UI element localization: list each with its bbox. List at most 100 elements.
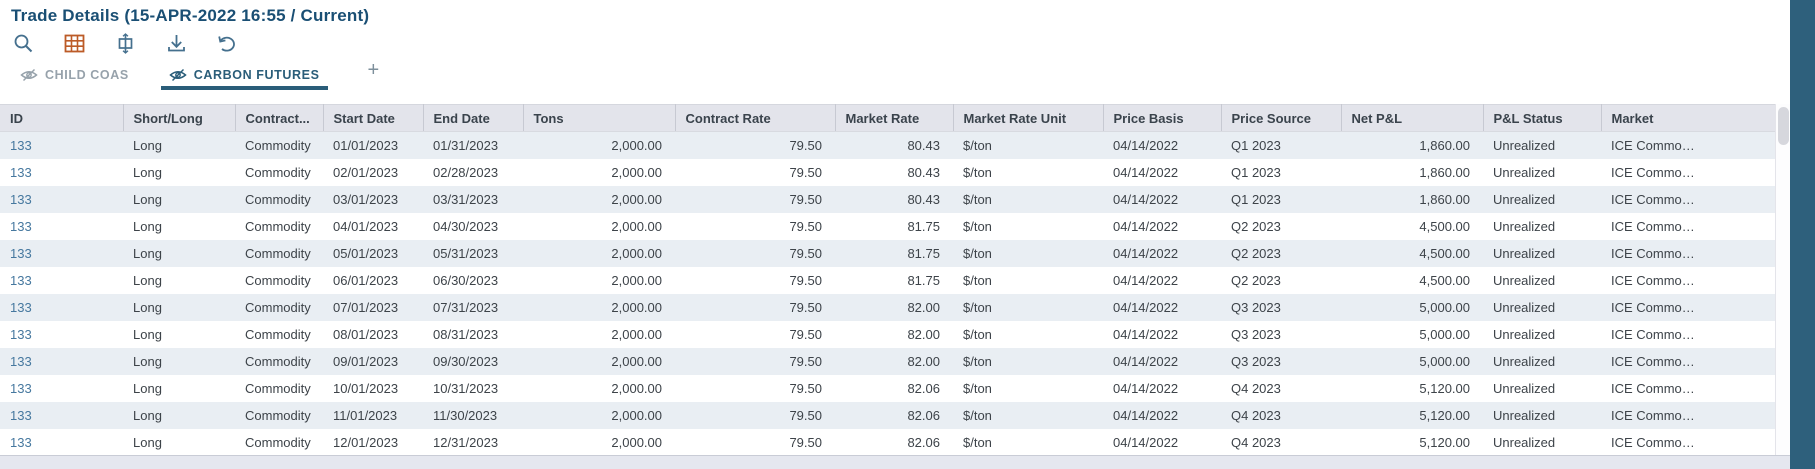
column-header-market_rate[interactable]: Market Rate <box>835 104 954 133</box>
column-header-short_long[interactable]: Short/Long <box>123 104 236 133</box>
grid-area: ID Short/Long Contract... Start Date End Dat… <box>0 104 1815 456</box>
cell-market_rate_unit: $/ton <box>953 401 1103 429</box>
cell-price_basis: 04/14/2022 <box>1113 326 1179 342</box>
undo-button[interactable] <box>215 32 239 56</box>
cell-market: ICE Commo… <box>1611 218 1695 234</box>
cell-market: ICE Commo… <box>1601 293 1775 321</box>
table-row[interactable]: 133 Long Commodity 11/01/2023 11/30/2023 2,00… <box>0 401 1775 429</box>
cell-net_pl: 1,860.00 <box>1341 131 1483 159</box>
cell-market_rate: 82.00 <box>835 347 953 375</box>
cell-market_rate: 82.00 <box>835 293 953 321</box>
cell-short_long: Long <box>123 239 235 267</box>
cell-tons: 2,000.00 <box>611 434 662 450</box>
cell-price_source: Q2 2023 <box>1221 239 1341 267</box>
column-header-end_date[interactable]: End Date <box>423 104 524 133</box>
table-grid-button[interactable] <box>62 32 86 56</box>
column-header-market_rate_unit[interactable]: Market Rate Unit <box>953 104 1104 133</box>
fit-columns-button[interactable] <box>113 32 137 56</box>
undo-icon <box>216 33 238 54</box>
column-header-price_source[interactable]: Price Source <box>1221 104 1342 133</box>
cell-short_long: Long <box>133 164 162 180</box>
table-row[interactable]: 133 Long Commodity 04/01/2023 04/30/2023 2,00… <box>0 213 1775 240</box>
column-header-tons[interactable]: Tons <box>523 104 676 133</box>
table-row[interactable]: 133 Long Commodity 01/01/2023 01/31/2023 2,00… <box>0 131 1775 159</box>
eye-slash-icon <box>169 68 187 82</box>
cell-market: ICE Commo… <box>1601 347 1775 375</box>
add-tab-button[interactable]: + <box>367 59 380 82</box>
table-grid-icon <box>64 33 85 54</box>
cell-contract: Commodity <box>235 131 323 159</box>
cell-end_date: 08/31/2023 <box>433 326 499 342</box>
cell-start_date: 02/01/2023 <box>333 164 399 180</box>
cell-market_rate_unit: $/ton <box>953 131 1103 159</box>
column-header-pl_status[interactable]: P&L Status <box>1483 104 1602 133</box>
cell-short_long: Long <box>123 293 235 321</box>
cell-tons: 2,000.00 <box>611 218 662 234</box>
cell-end_date: 06/30/2023 <box>433 272 499 288</box>
column-header-id[interactable]: ID <box>0 104 124 133</box>
cell-market: ICE Commo… <box>1611 272 1695 288</box>
cell-tons: 2,000.00 <box>611 164 662 180</box>
download-button[interactable] <box>164 32 188 56</box>
column-header-price_basis[interactable]: Price Basis <box>1103 104 1222 133</box>
cell-market: ICE Commo… <box>1611 380 1695 396</box>
cell-market_rate_unit: $/ton <box>963 434 992 450</box>
cell-start_date: 12/01/2023 <box>333 434 399 450</box>
cell-id: 133 <box>10 380 32 396</box>
table-row[interactable]: 133 Long Commodity 08/01/2023 08/31/2023 2,00… <box>0 321 1775 348</box>
cell-market_rate: 80.43 <box>835 131 953 159</box>
cell-pl_status: Unrealized <box>1493 218 1556 234</box>
cell-tons: 2,000.00 <box>523 239 675 267</box>
cell-net_pl: 1,860.00 <box>1419 164 1470 180</box>
cell-market: ICE Commo… <box>1611 164 1695 180</box>
cell-end_date: 09/30/2023 <box>423 347 523 375</box>
vertical-scrollbar[interactable] <box>1775 104 1790 456</box>
column-header-start_date[interactable]: Start Date <box>323 104 424 133</box>
cell-pl_status: Unrealized <box>1483 185 1601 213</box>
tab-carbon-futures[interactable]: CARBON FUTURES <box>160 68 328 91</box>
table-row[interactable]: 133 Long Commodity 10/01/2023 10/31/2023 2,00… <box>0 375 1775 402</box>
cell-contract_rate: 79.50 <box>789 218 822 234</box>
scrollbar-thumb[interactable] <box>1778 107 1789 146</box>
cell-net_pl: 5,000.00 <box>1341 293 1483 321</box>
cell-pl_status: Unrealized <box>1483 131 1601 159</box>
cell-pl_status: Unrealized <box>1493 272 1556 288</box>
column-header-market[interactable]: Market <box>1601 104 1775 133</box>
table-row[interactable]: 133 Long Commodity 02/01/2023 02/28/2023 2,00… <box>0 159 1775 186</box>
cell-end_date: 01/31/2023 <box>423 131 523 159</box>
right-panel-edge <box>1790 0 1815 469</box>
cell-tons: 2,000.00 <box>523 185 675 213</box>
table-row[interactable]: 133 Long Commodity 12/01/2023 12/31/2023 2,00… <box>0 429 1775 456</box>
tab-child-coas[interactable]: CHILD COAS <box>14 68 135 90</box>
cell-short_long: Long <box>123 185 235 213</box>
cell-market_rate: 81.75 <box>907 272 940 288</box>
table-row[interactable]: 133 Long Commodity 03/01/2023 03/31/2023 2,00… <box>0 185 1775 213</box>
column-header-contract[interactable]: Contract... <box>235 104 324 133</box>
cell-market_rate: 81.75 <box>835 239 953 267</box>
table-row[interactable]: 133 Long Commodity 09/01/2023 09/30/2023 2,00… <box>0 347 1775 375</box>
cell-market_rate: 82.00 <box>907 326 940 342</box>
cell-price_source: Q1 2023 <box>1221 185 1341 213</box>
table-row[interactable]: 133 Long Commodity 07/01/2023 07/31/2023 2,00… <box>0 293 1775 321</box>
search-button[interactable] <box>11 32 35 56</box>
table-row[interactable]: 133 Long Commodity 05/01/2023 05/31/2023 2,00… <box>0 239 1775 267</box>
cell-price_basis: 04/14/2022 <box>1113 434 1179 450</box>
table-row[interactable]: 133 Long Commodity 06/01/2023 06/30/2023 2,00… <box>0 267 1775 294</box>
title-bar: Trade Details (15-APR-2022 16:55 / Curre… <box>0 0 1815 29</box>
cell-price_basis: 04/14/2022 <box>1103 185 1221 213</box>
cell-start_date: 09/01/2023 <box>323 347 423 375</box>
cell-market_rate_unit: $/ton <box>953 347 1103 375</box>
cell-market_rate_unit: $/ton <box>963 164 992 180</box>
cell-id: 133 <box>0 347 123 375</box>
cell-contract: Commodity <box>235 401 323 429</box>
cell-tons: 2,000.00 <box>523 293 675 321</box>
column-header-contract_rate[interactable]: Contract Rate <box>675 104 836 133</box>
cell-price_basis: 04/14/2022 <box>1103 239 1221 267</box>
cell-end_date: 11/30/2023 <box>423 401 523 429</box>
cell-net_pl: 5,120.00 <box>1419 380 1470 396</box>
cell-contract: Commodity <box>245 434 311 450</box>
column-header-net_pl[interactable]: Net P&L <box>1341 104 1484 133</box>
eye-slash-icon <box>20 68 38 82</box>
table-header-row: ID Short/Long Contract... Start Date End Dat… <box>0 104 1775 133</box>
tab-label: CHILD COAS <box>45 68 129 83</box>
